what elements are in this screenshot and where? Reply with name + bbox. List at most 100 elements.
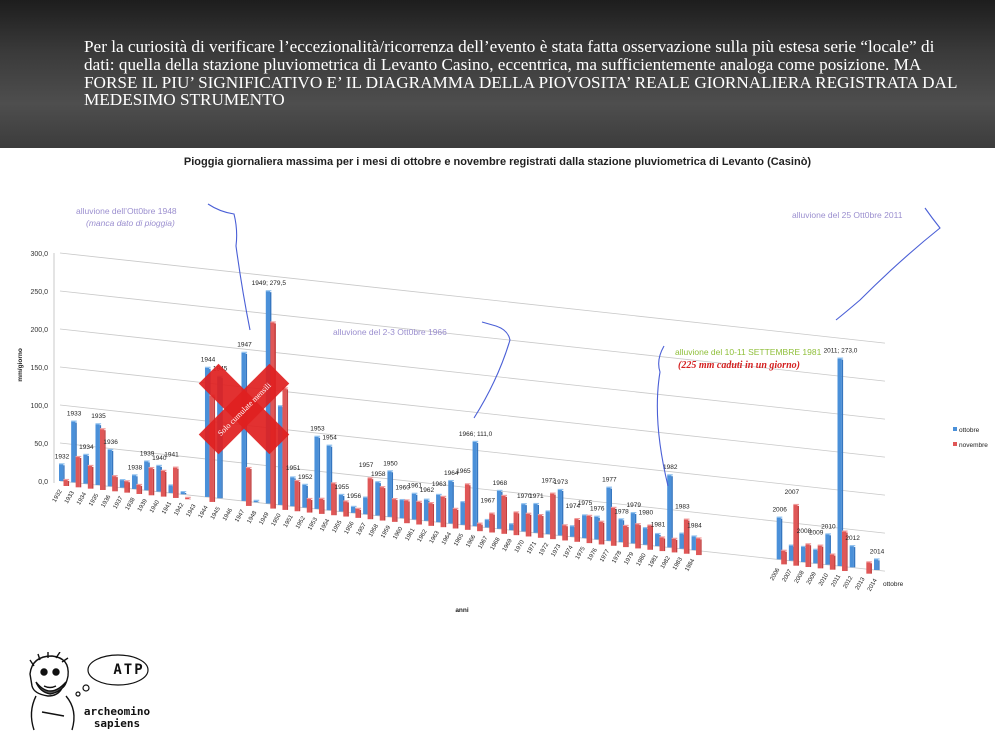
bar-novembre-1959 bbox=[391, 498, 398, 522]
bar-novembre-1977 bbox=[610, 506, 617, 546]
bar-novembre-1938 bbox=[136, 483, 143, 494]
bar-novembre-1966 bbox=[477, 522, 483, 532]
data-label: 1961 bbox=[408, 483, 423, 490]
annotation-text: alluvione dell’Ott0bre 1948 bbox=[76, 206, 177, 216]
logo-line2: sapiens bbox=[93, 717, 141, 730]
bar-novembre-1975 bbox=[586, 514, 593, 544]
data-label: 1950 bbox=[383, 460, 398, 467]
annotation-text: alluvione del 2-3 Ott0bre 1966 bbox=[333, 327, 447, 337]
bar-novembre-1955 bbox=[343, 500, 349, 517]
data-label: 2006 bbox=[772, 507, 787, 514]
y-tick-label: 100,0 bbox=[30, 403, 48, 410]
x-tick-label: 1952 bbox=[295, 515, 307, 530]
bar-novembre-1984 bbox=[696, 537, 702, 556]
annotation-arrow bbox=[207, 203, 251, 331]
archeomino-logo bbox=[29, 652, 149, 731]
logo-text: archeomino sapiens bbox=[62, 706, 172, 730]
x-tick-label: 2013 bbox=[855, 576, 867, 591]
bar-novembre-1934 bbox=[87, 464, 94, 489]
data-label: 1941 bbox=[164, 452, 179, 459]
bar-novembre-1971 bbox=[537, 514, 544, 538]
bar-ottobre-1953 bbox=[314, 435, 321, 509]
x-tick-label: 1949 bbox=[259, 511, 271, 526]
bar-ottobre-1938 bbox=[131, 474, 138, 489]
bar-novembre-1967 bbox=[489, 512, 495, 533]
x-tick-label: 1944 bbox=[198, 504, 210, 519]
x-tick-label: 1941 bbox=[161, 500, 173, 515]
gridline bbox=[59, 290, 886, 382]
data-label: 1934 bbox=[79, 444, 94, 451]
bar-novembre-2008 bbox=[805, 543, 812, 568]
data-label: 1935 bbox=[91, 413, 106, 420]
logo-bubble-text: ATP bbox=[113, 662, 145, 678]
bar-ottobre-1933 bbox=[71, 420, 77, 483]
x-tick-label: 1958 bbox=[368, 523, 380, 538]
data-label: 2014 bbox=[870, 548, 885, 555]
x-tick-label: 1939 bbox=[137, 498, 149, 513]
data-label: 1953 bbox=[310, 426, 325, 433]
x-tick-label: 1951 bbox=[283, 514, 295, 529]
data-label: 1932 bbox=[55, 453, 70, 460]
x-tick-label: 1955 bbox=[332, 519, 344, 534]
x-tick-label: 1950 bbox=[271, 512, 283, 527]
gridline bbox=[59, 252, 886, 344]
bar-novembre-1935 bbox=[99, 428, 106, 490]
bar-ottobre-1948 bbox=[253, 499, 260, 503]
data-label: 1951 bbox=[286, 465, 301, 472]
x-tick-label: 1963 bbox=[429, 530, 441, 545]
data-label: 1983 bbox=[675, 504, 690, 511]
bar-ottobre-2010 bbox=[825, 533, 831, 565]
bar-ottobre-1932 bbox=[59, 463, 65, 481]
bar-ottobre-2006 bbox=[776, 516, 783, 560]
bar-novembre-1982 bbox=[671, 537, 678, 553]
annotation-arrow bbox=[656, 345, 669, 487]
bar-novembre-1951 bbox=[294, 479, 301, 512]
x-tick-label: 1980 bbox=[636, 552, 648, 567]
x-tick-label: 2009 bbox=[806, 571, 818, 586]
data-label: 1980 bbox=[639, 509, 654, 516]
bar-novembre-1970 bbox=[525, 512, 532, 537]
x-tick-label: 1967 bbox=[478, 535, 490, 550]
x-tick-label: 1970 bbox=[514, 539, 526, 554]
gridline bbox=[59, 480, 886, 572]
bar-novembre-1932 bbox=[63, 478, 70, 486]
x-tick-label: 1977 bbox=[599, 548, 611, 563]
data-label: 1952 bbox=[298, 474, 313, 481]
x-tick-label: 1962 bbox=[417, 528, 429, 543]
data-label: 1947 bbox=[237, 342, 252, 349]
bar-ottobre-1959 bbox=[387, 470, 394, 517]
bar-novembre-1978 bbox=[623, 524, 629, 548]
gridlines bbox=[59, 252, 886, 572]
bar-novembre-1969 bbox=[513, 511, 520, 536]
data-label: 1958 bbox=[371, 471, 386, 478]
gridline bbox=[59, 442, 886, 534]
bar-novembre-1972 bbox=[550, 492, 556, 540]
bar-novembre-2007 bbox=[793, 503, 799, 566]
bar-novembre-2009 bbox=[817, 544, 824, 569]
data-label: 1939 bbox=[140, 450, 155, 457]
data-label: 1970 bbox=[517, 493, 532, 500]
x-tick-label: 1983 bbox=[672, 556, 684, 571]
bar-ottobre-1966 bbox=[472, 440, 479, 527]
bar-novembre-2013 bbox=[866, 561, 872, 574]
x-tick-label: 1934 bbox=[76, 491, 88, 506]
annotation-text: (manca dato di pioggia) bbox=[86, 218, 175, 228]
x-tick-label: 1943 bbox=[186, 503, 198, 518]
data-label: 1972 bbox=[541, 478, 556, 485]
data-label: 1944 bbox=[201, 357, 216, 364]
bar-ottobre-1964 bbox=[448, 479, 454, 524]
bar-novembre-1983 bbox=[683, 518, 690, 554]
data-label: 1960 bbox=[395, 484, 410, 491]
x-tick-label: 1964 bbox=[441, 531, 453, 546]
y-axis-label: mm/giorno bbox=[17, 348, 24, 382]
header-text: Per la curiosità di verificare l’eccezio… bbox=[84, 37, 957, 110]
y-tick-label: 0,0 bbox=[38, 479, 48, 486]
data-label: 1976 bbox=[590, 506, 605, 513]
bar-ottobre-1936 bbox=[107, 448, 114, 487]
data-label: 2011; 273,0 bbox=[824, 348, 858, 355]
x-tick-label: 1959 bbox=[380, 524, 392, 539]
bar-ottobre-1952 bbox=[302, 483, 308, 508]
annotation-text: alluvione del 25 Ott0bre 2011 bbox=[792, 210, 903, 220]
logo-line1: archeomino bbox=[83, 705, 151, 718]
bar-ottobre-1982 bbox=[667, 474, 673, 548]
